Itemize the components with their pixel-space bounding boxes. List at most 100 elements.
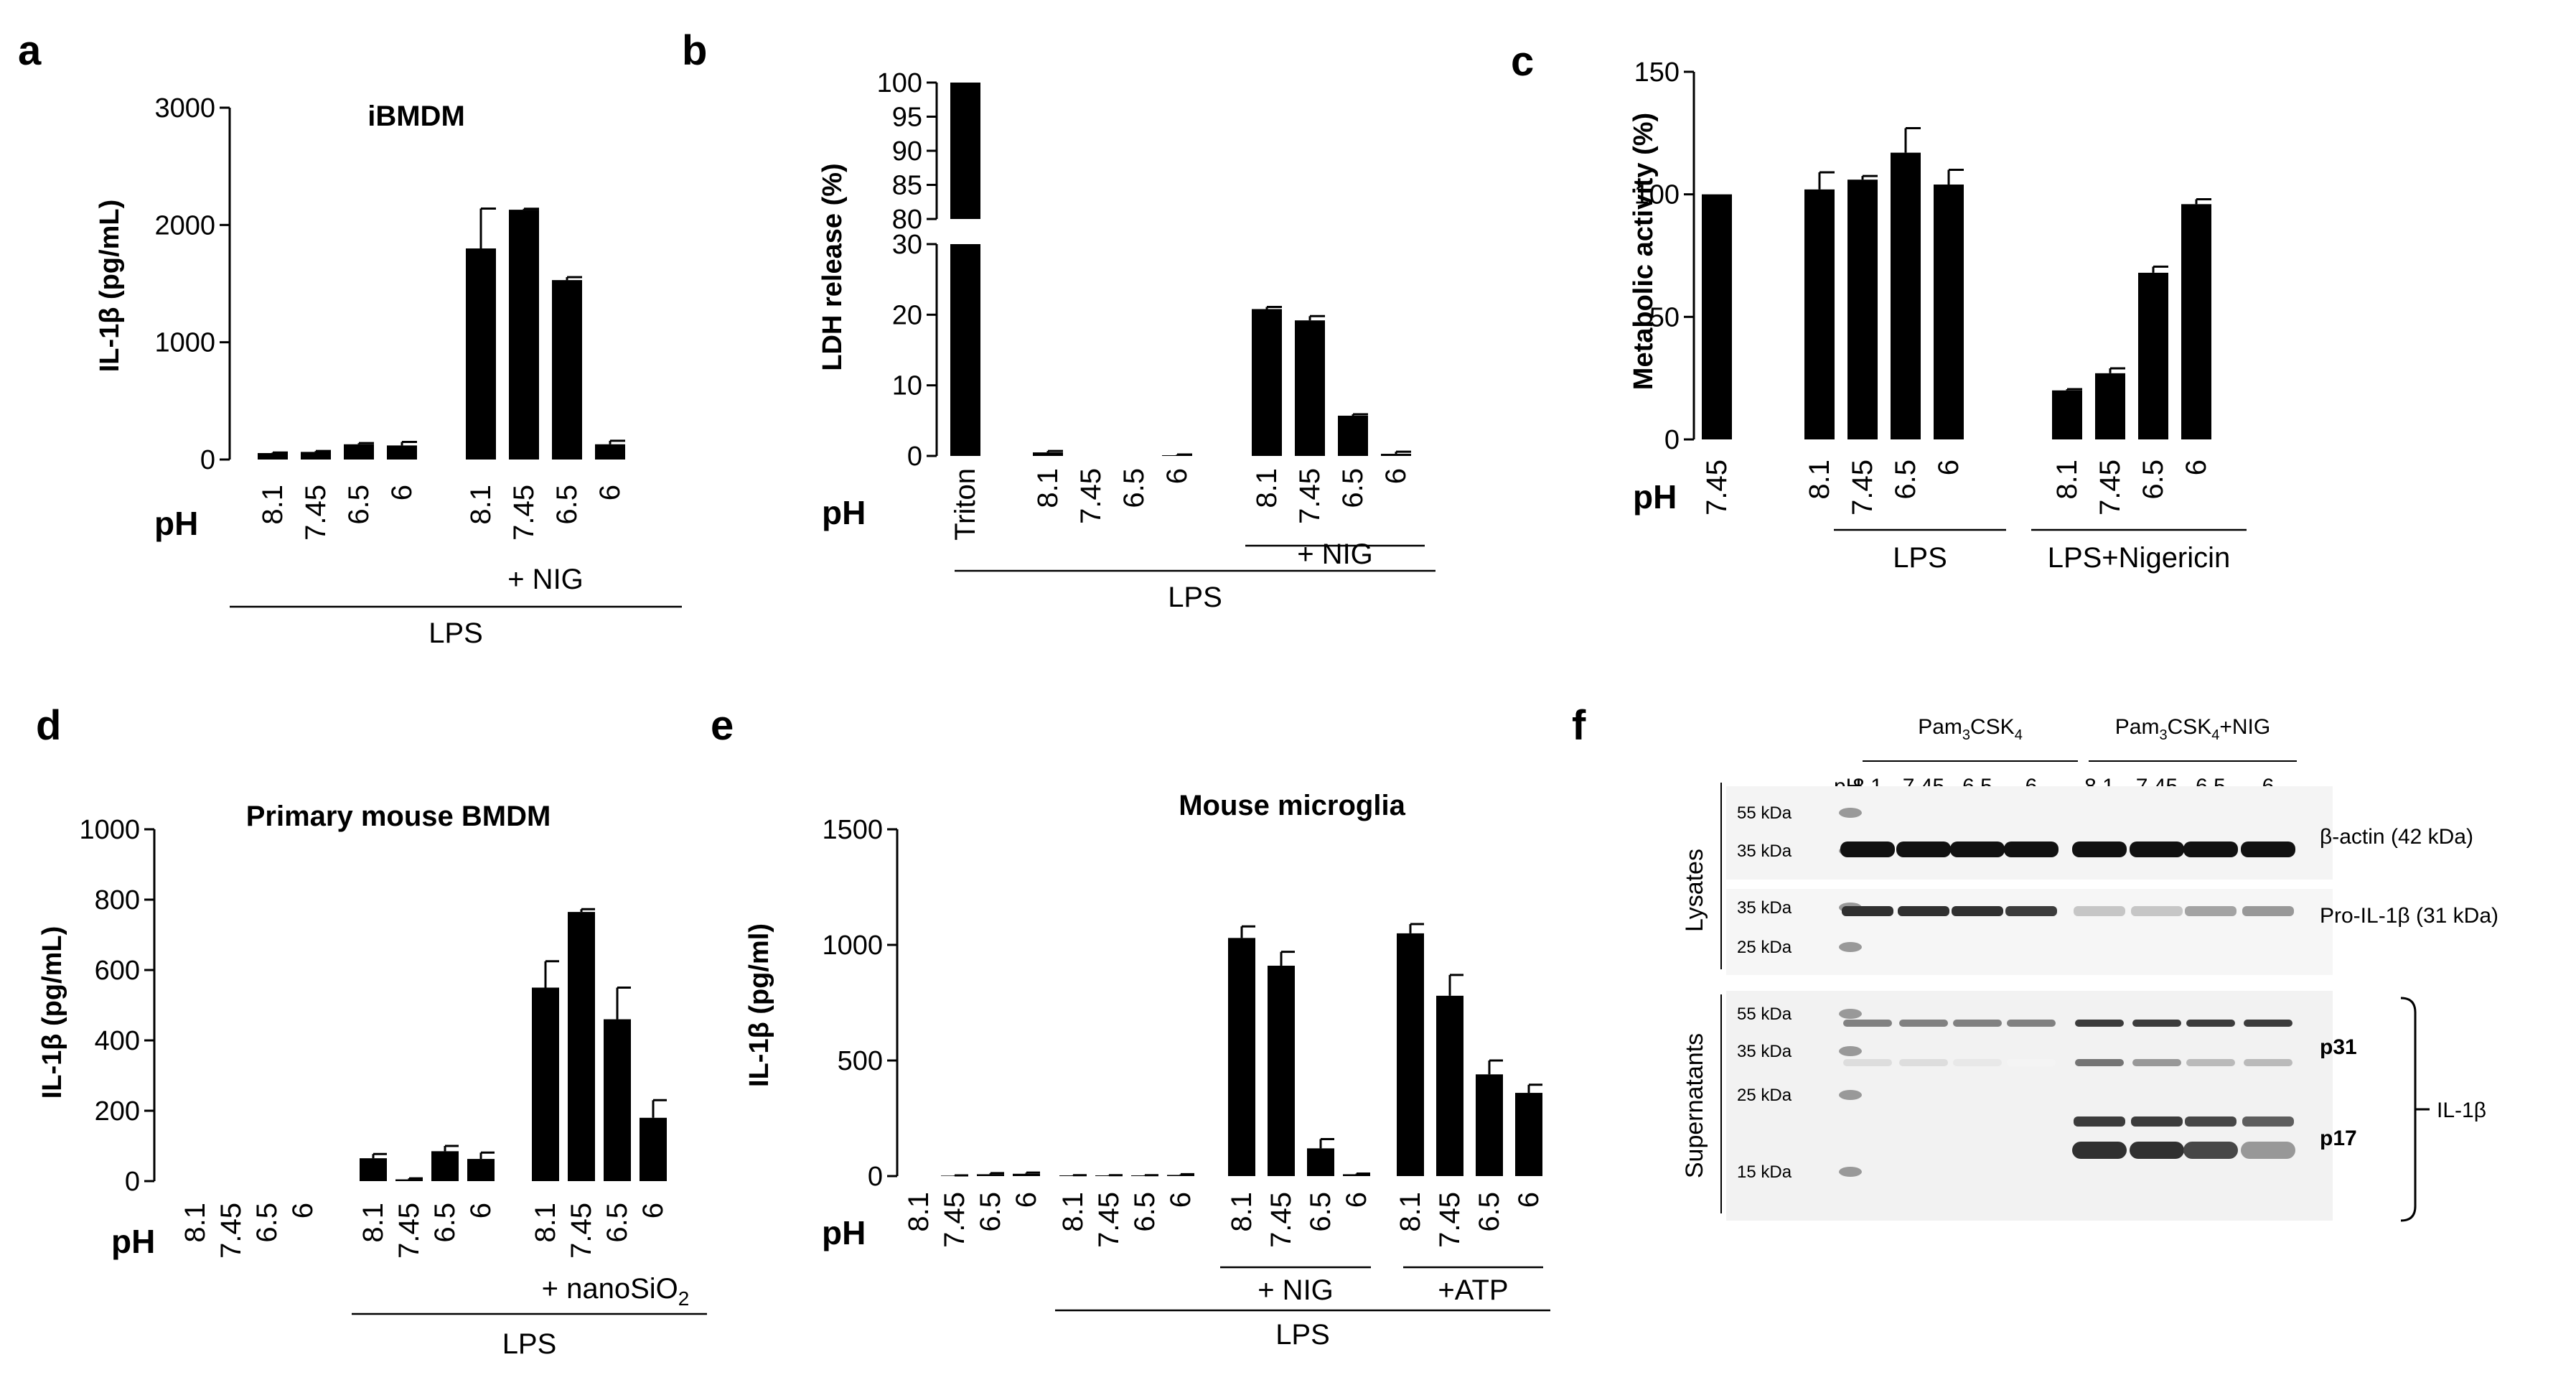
- bar: [301, 452, 331, 460]
- x-category-label: 7.45: [393, 1203, 425, 1259]
- band-pro-il1b: [1842, 906, 1893, 916]
- bar: [1381, 454, 1411, 456]
- group-label: LPS: [502, 1328, 557, 1360]
- x-category-label: 8.1: [1804, 460, 1835, 500]
- x-category-label: 7.45: [1093, 1192, 1125, 1248]
- group-label: LPS: [1893, 542, 1947, 574]
- x-category-label: 6: [637, 1203, 669, 1218]
- bar: [1228, 938, 1255, 1176]
- il1b-bracket-label: IL-1β: [2437, 1099, 2486, 1122]
- x-category-label: 6.5: [1474, 1192, 1505, 1232]
- panel-letter-e: e: [711, 702, 734, 749]
- bar: [568, 912, 595, 1181]
- blot-membrane-actin: [1726, 786, 2333, 880]
- band-sup-55: [2132, 1020, 2181, 1027]
- band-pro-il1b: [2131, 906, 2183, 916]
- panel-letter-d: d: [36, 702, 61, 749]
- x-category-label: 6: [1933, 460, 1964, 475]
- panel-a: a iBMDM IL-1β (pg/mL) pH 0 1000 2000 3000 8.…: [18, 27, 682, 649]
- x-category-label: 6: [287, 1203, 319, 1218]
- bar: [1934, 185, 1964, 439]
- y-tick-label: 100: [1634, 180, 1680, 210]
- y-axis-label-b: LDH release (%): [818, 163, 848, 370]
- bar: [1295, 320, 1325, 456]
- ph-row-label-d: pH: [111, 1223, 155, 1260]
- x-category-label: 8.1: [1251, 468, 1283, 508]
- x-category-label: 8.1: [357, 1203, 389, 1243]
- x-category-label: 6.5: [1118, 468, 1150, 508]
- band-p17: [2183, 1142, 2238, 1159]
- y-tick-label: 800: [95, 885, 140, 915]
- blot-membrane-pro: [1726, 889, 2333, 975]
- chart-title-a: iBMDM: [367, 101, 465, 132]
- group-label: + nanoSiO2: [542, 1273, 690, 1310]
- bar-upper: [950, 83, 980, 219]
- ladder-band: [1839, 1046, 1862, 1056]
- y-tick-label: 1000: [154, 328, 215, 358]
- panel-letter-f: f: [1572, 702, 1586, 749]
- band-actin: [1840, 841, 1895, 857]
- x-category-label: 6: [1380, 468, 1412, 484]
- band-p17-upper: [2074, 1116, 2125, 1127]
- band-p17-upper: [2242, 1116, 2294, 1127]
- y-tick-label: 1000: [822, 931, 883, 961]
- y-tick-label: 0: [1664, 425, 1680, 455]
- bar: [552, 280, 582, 460]
- bar: [1436, 995, 1463, 1176]
- marker-pro-35: 35 kDa: [1737, 898, 1792, 918]
- bar: [2138, 272, 2168, 439]
- y-tick-label: 20: [892, 300, 922, 330]
- marker-actin-35: 35 kDa: [1737, 841, 1792, 861]
- band-p31: [2075, 1059, 2124, 1066]
- y-tick-label: 0: [868, 1162, 883, 1192]
- panel-d: d Primary mouse BMDM IL-1β (pg/mL) pH 0 2…: [36, 702, 707, 1360]
- band-p17-upper: [2131, 1116, 2183, 1127]
- group-label: +ATP: [1438, 1274, 1508, 1306]
- blot-section-supernatants: Supernatants: [1681, 1033, 1708, 1178]
- group-label: LPS: [1275, 1319, 1330, 1351]
- x-category-label: 6.5: [601, 1203, 633, 1243]
- bar: [387, 445, 417, 460]
- x-category-label: 6: [1165, 1192, 1196, 1208]
- blot-group-label-pam: Pam3CSK4: [1918, 715, 2023, 743]
- ladder-band: [1839, 1167, 1862, 1177]
- x-category-label: 6.5: [343, 485, 375, 525]
- x-category-label: 7.45: [1075, 468, 1107, 524]
- band-p17: [2072, 1142, 2127, 1159]
- x-category-label: 6: [594, 485, 626, 500]
- band-sup-55: [1953, 1020, 2002, 1027]
- bar: [1343, 1174, 1370, 1176]
- marker-pro-25: 25 kDa: [1737, 938, 1792, 957]
- y-tick-label: 95: [892, 103, 922, 133]
- band-sup-55: [2075, 1020, 2124, 1027]
- bar: [604, 1019, 631, 1181]
- marker-sup-25: 25 kDa: [1737, 1086, 1792, 1105]
- y-tick-label: 200: [95, 1096, 140, 1127]
- ph-row-label-e: pH: [822, 1214, 866, 1251]
- x-category-label: 8.1: [1226, 1192, 1257, 1232]
- x-category-label: 7.45: [2094, 460, 2126, 516]
- bar: [360, 1158, 387, 1181]
- y-tick-label: 50: [1649, 302, 1680, 332]
- bar: [1252, 309, 1282, 456]
- x-category-label: 8.1: [903, 1192, 935, 1232]
- x-category-label: 6.5: [1890, 460, 1921, 500]
- y-tick-label: 10: [892, 371, 922, 401]
- bar: [1013, 1173, 1040, 1176]
- band-pro-il1b: [2074, 906, 2125, 916]
- bar: [1847, 180, 1878, 440]
- bar: [395, 1179, 423, 1181]
- band-p31: [2244, 1059, 2292, 1066]
- x-category-label: 6.5: [251, 1203, 283, 1243]
- band-p17: [2130, 1142, 2184, 1159]
- y-tick-label: 500: [838, 1046, 883, 1076]
- band-sup-55: [2007, 1020, 2056, 1027]
- y-axis-label-a: IL-1β (pg/mL): [95, 200, 125, 373]
- band-actin: [1896, 841, 1951, 857]
- y-tick-label: 100: [877, 68, 922, 98]
- x-category-label: 7.45: [566, 1203, 597, 1259]
- x-category-label: 7.45: [300, 485, 332, 541]
- bar: [595, 444, 625, 460]
